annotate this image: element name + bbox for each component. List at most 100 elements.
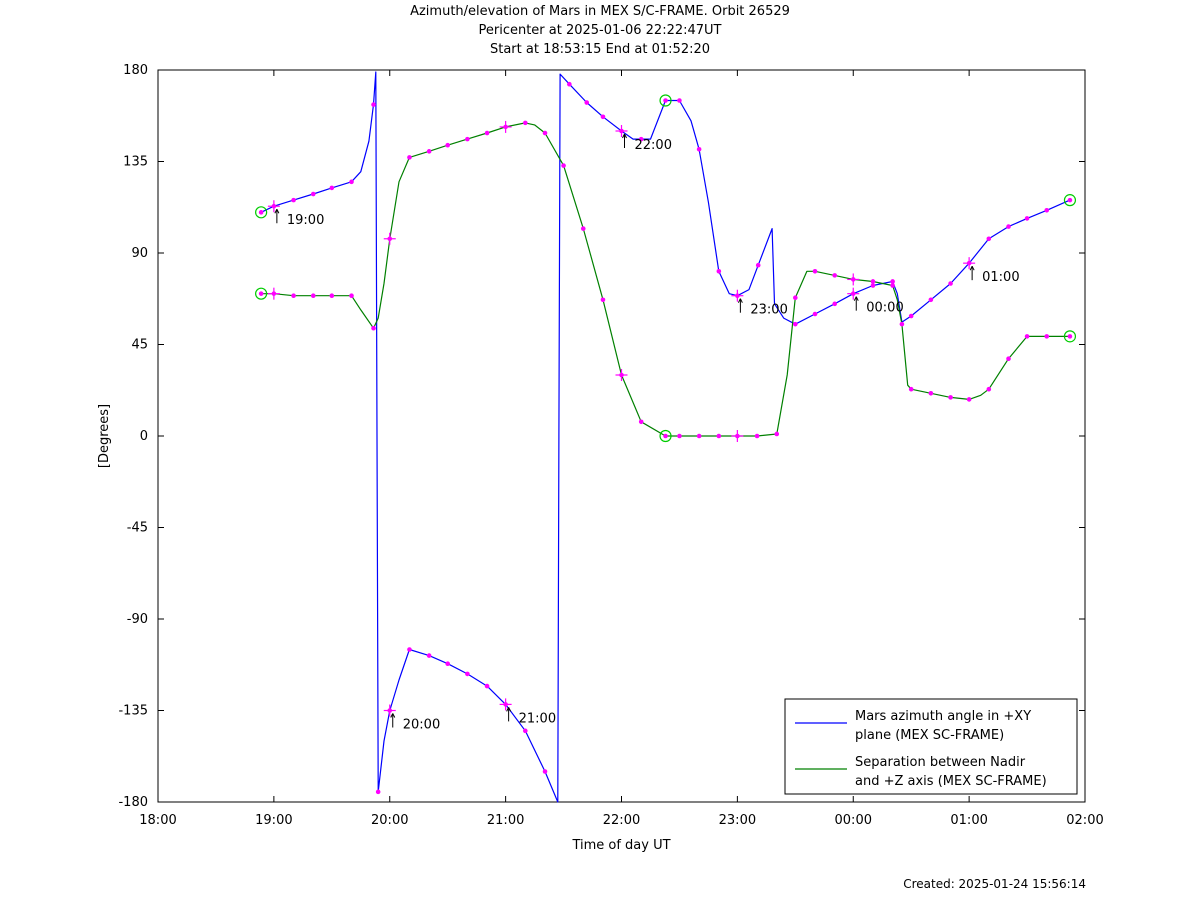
separation-marker: [426, 149, 432, 154]
separation-marker: [793, 295, 798, 301]
hour-annotation-arrow: [506, 707, 510, 712]
separation-marker: [445, 142, 450, 148]
y-tick-label: 0: [140, 429, 148, 444]
x-tick-label: 02:00: [1066, 813, 1103, 828]
hour-annotation-label: 23:00: [750, 303, 787, 318]
x-tick-label: 20:00: [371, 813, 408, 828]
azimuth-marker: [291, 197, 296, 203]
hour-annotation-label: 22:00: [635, 138, 672, 153]
azimuth-marker: [465, 671, 470, 677]
azimuth-marker: [793, 321, 798, 327]
y-tick-label: 45: [131, 338, 148, 353]
legend-separation-label: and +Z axis (MEX SC-FRAME): [855, 774, 1047, 789]
hour-annotation-label: 19:00: [287, 213, 324, 228]
azimuth-marker: [600, 114, 606, 120]
event-circle-marker: [1063, 194, 1077, 207]
separation-marker: [484, 130, 490, 136]
hour-annotation-arrow: [737, 298, 741, 303]
separation-marker: [966, 397, 972, 402]
azimuth-marker: [349, 179, 354, 185]
x-tick-label: 21:00: [487, 813, 524, 828]
hour-annotation-label: 21:00: [519, 711, 556, 726]
event-circle-marker: [659, 94, 672, 107]
created-timestamp: Created: 2025-01-24 15:56:14: [903, 877, 1086, 891]
x-tick-label: 22:00: [603, 813, 640, 828]
y-tick-label: 90: [131, 246, 148, 261]
event-circle-marker: [255, 287, 268, 300]
separation-marker: [832, 273, 838, 278]
hour-annotation-arrow: [624, 133, 627, 139]
hour-annotation-label: 01:00: [982, 270, 1019, 285]
event-circle-marker: [1063, 330, 1077, 343]
x-tick-label: 18:00: [139, 813, 176, 828]
hour-annotation-label: 20:00: [403, 718, 440, 733]
azimuth-marker: [426, 653, 432, 658]
legend-separation-label: Separation between Nadir: [855, 755, 1026, 770]
separation-marker: [1024, 334, 1030, 339]
azimuth-marker: [1024, 216, 1030, 221]
event-circle-marker: [255, 206, 268, 219]
separation-marker: [1006, 356, 1011, 362]
separation-marker: [638, 419, 644, 425]
chart-subtitle-pericenter: Pericenter at 2025-01-06 22:22:47UT: [478, 23, 722, 38]
azimuth-marker: [832, 301, 838, 307]
separation-marker: [291, 293, 296, 299]
azimuth-marker: [1067, 197, 1073, 203]
hour-annotation-arrow: [622, 133, 625, 139]
legend-azimuth-label: plane (MEX SC-FRAME): [855, 728, 1004, 743]
azimuth-marker: [716, 269, 722, 274]
y-tick-label: -135: [118, 704, 148, 719]
azimuth-marker: [584, 100, 590, 105]
separation-marker: [696, 433, 702, 439]
x-tick-label: 23:00: [719, 813, 756, 828]
azimuth-marker: [1044, 208, 1050, 213]
separation-series-line: [261, 122, 1070, 437]
separation-marker: [716, 433, 722, 439]
azimuth-marker: [484, 683, 490, 689]
hour-annotation-arrow: [853, 296, 857, 301]
azimuth-marker: [890, 279, 895, 284]
hour-annotation-arrow: [274, 209, 278, 214]
event-circle-marker: [659, 429, 672, 443]
separation-marker: [908, 386, 914, 392]
y-tick-label: -45: [127, 521, 148, 536]
azimuth-marker: [371, 102, 376, 107]
separation-marker: [258, 291, 264, 296]
x-axis-label: Time of day UT: [571, 838, 670, 853]
chart-title: Azimuth/elevation of Mars in MEX S/C-FRA…: [410, 4, 790, 19]
hour-annotation-arrow: [392, 713, 396, 718]
separation-marker: [774, 431, 780, 437]
azimuth-marker: [523, 728, 528, 734]
azimuth-marker: [870, 283, 876, 288]
separation-marker: [948, 395, 953, 400]
azimuth-marker: [567, 81, 572, 87]
separation-marker: [986, 386, 992, 392]
hour-annotation-arrow: [855, 296, 859, 301]
azimuth-marker: [445, 661, 450, 667]
azimuth-marker: [638, 136, 644, 142]
separation-marker: [663, 433, 668, 439]
azimuth-marker: [928, 297, 934, 303]
separation-marker: [1067, 334, 1073, 339]
azimuth-marker: [812, 311, 818, 317]
azimuth-marker: [755, 262, 761, 268]
azimuth-marker: [663, 98, 668, 103]
legend-box: [784, 698, 1078, 795]
hour-annotation-arrow: [508, 707, 512, 712]
azimuth-marker: [908, 313, 914, 319]
azimuth-marker: [986, 236, 992, 242]
y-tick-label: -180: [118, 795, 148, 810]
separation-marker: [890, 283, 895, 288]
separation-marker: [580, 226, 586, 231]
azimuth-marker: [310, 191, 316, 197]
azimuth-marker: [1006, 224, 1011, 229]
hour-annotation-arrow: [390, 713, 394, 718]
plot-frame: [157, 69, 1086, 803]
hour-annotation-arrow: [969, 265, 973, 271]
separation-marker: [1044, 334, 1050, 339]
separation-marker: [899, 321, 905, 327]
legend-azimuth-label: Mars azimuth angle in +XY: [855, 709, 1031, 724]
separation-marker: [870, 279, 876, 284]
separation-marker: [407, 155, 412, 160]
hour-annotation-arrow: [971, 265, 975, 271]
